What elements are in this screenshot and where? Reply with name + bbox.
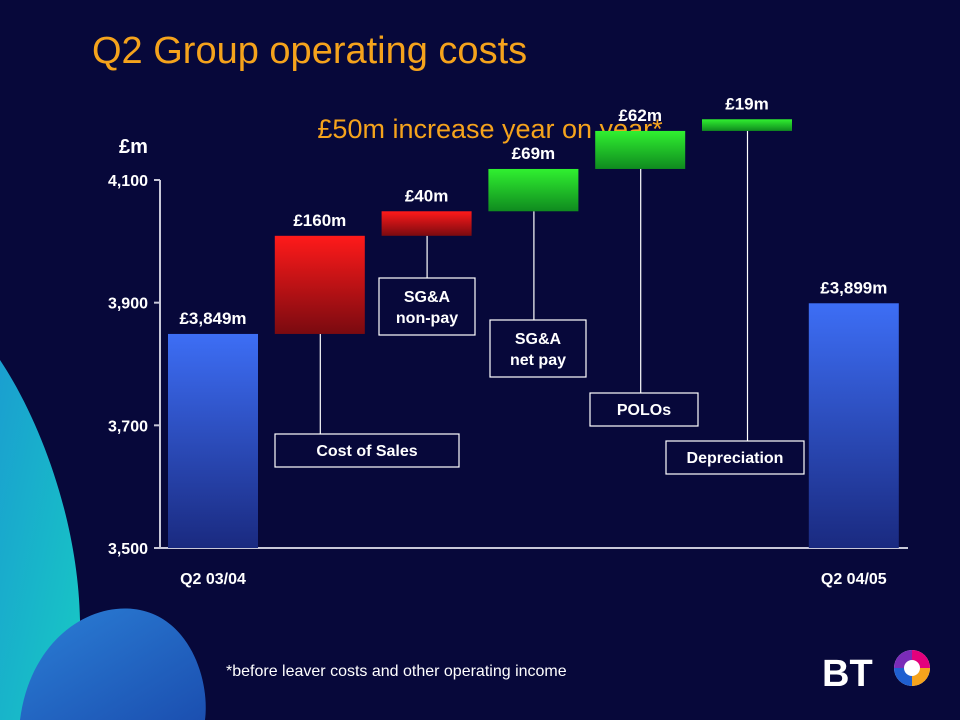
page-title: Q2 Group operating costs xyxy=(92,30,528,72)
bar-total xyxy=(168,333,258,548)
callout-box xyxy=(589,392,699,427)
y-tick-label: 3,900 xyxy=(108,296,148,313)
callout-box xyxy=(665,440,805,475)
y-axis-unit: £m xyxy=(119,136,148,158)
y-tick-label: 3,500 xyxy=(108,541,148,558)
data-label: £160m xyxy=(293,211,346,230)
footnote: *before leaver costs and other operating… xyxy=(226,663,567,680)
y-tick-label: 3,700 xyxy=(108,418,148,435)
bar-delta xyxy=(381,211,472,236)
x-category-label: SG&A net pay xyxy=(510,331,566,369)
data-label: £62m xyxy=(618,106,661,125)
bt-logo: BT xyxy=(822,650,930,695)
callout-box xyxy=(274,433,460,468)
bt-globe-icon xyxy=(894,650,930,686)
bar-total xyxy=(808,303,899,548)
data-label: £3,899m xyxy=(820,278,887,297)
x-category-label: SG&A non-pay xyxy=(396,289,458,327)
bar-delta xyxy=(702,119,792,131)
data-label: £69m xyxy=(512,144,555,163)
logo-text: BT xyxy=(822,653,873,695)
callout-box xyxy=(378,277,476,336)
data-label: £40m xyxy=(405,186,448,205)
bar-delta xyxy=(274,235,365,334)
x-category-label: Q2 03/04 xyxy=(180,571,246,588)
x-category-label: Cost of Sales xyxy=(316,443,417,460)
bar-delta xyxy=(488,168,579,212)
x-category-label: Q2 04/05 xyxy=(821,571,887,588)
callout-box xyxy=(489,319,587,378)
y-tick-label: 4,100 xyxy=(108,173,148,190)
bar-delta xyxy=(595,130,686,169)
data-label: £3,849m xyxy=(179,309,246,328)
data-label: £19m xyxy=(725,94,768,113)
x-category-label: Depreciation xyxy=(687,450,784,467)
x-category-label: POLOs xyxy=(617,402,671,419)
